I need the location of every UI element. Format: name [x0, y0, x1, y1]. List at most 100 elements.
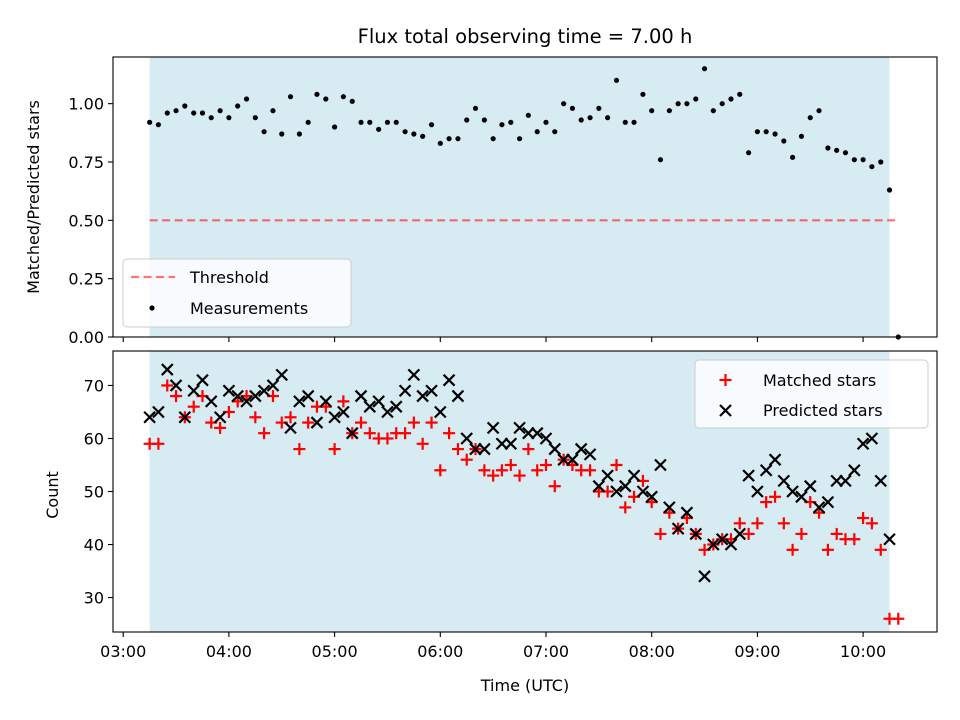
- matched-star-point: [733, 517, 746, 530]
- predicted-star-point: [249, 389, 262, 403]
- predicted-star-point: [266, 379, 280, 392]
- measurement-point: [719, 101, 725, 107]
- matched-star-point: [540, 458, 552, 471]
- measurement-point: [754, 129, 761, 135]
- predicted-star-point: [337, 405, 350, 419]
- measurement-point: [226, 115, 232, 121]
- matched-star-point: [531, 464, 544, 477]
- matched-star-point: [284, 411, 297, 424]
- matched-star-point: [504, 458, 517, 471]
- ratio-y-tick-label: 0.25: [68, 270, 104, 289]
- predicted-star-point: [240, 395, 253, 408]
- ratio-y-tick-label: 0.00: [68, 328, 104, 347]
- measurement-point: [446, 136, 452, 142]
- matched-star-point: [742, 527, 755, 540]
- measurement-point: [631, 119, 637, 125]
- predicted-star-point: [425, 384, 438, 398]
- predicted-stars-series: [143, 363, 896, 583]
- matched-star-point: [777, 517, 790, 530]
- measurement-point: [332, 124, 338, 130]
- predicted-star-point: [460, 432, 474, 445]
- ratio-x-ticks: [122, 337, 864, 342]
- predicted-star-point: [680, 506, 694, 519]
- measurement-point: [208, 115, 214, 121]
- measurement-point: [367, 119, 373, 125]
- ratio-axes-frame: [112, 56, 938, 338]
- measurement-point: [481, 117, 487, 123]
- measurement-point: [314, 91, 320, 97]
- x-axis-label: Time (UTC): [480, 676, 569, 695]
- measurement-point: [772, 131, 778, 137]
- matched-star-point: [381, 432, 394, 445]
- predicted-star-point: [627, 469, 641, 482]
- predicted-star-point: [733, 527, 747, 541]
- measurement-point: [437, 140, 443, 146]
- predicted-star-point: [583, 448, 597, 461]
- count-legend-box: [694, 359, 929, 429]
- matched-star-point: [187, 400, 200, 413]
- matched-star-point: [443, 427, 456, 440]
- measurement-point: [147, 119, 153, 125]
- predicted-star-point: [848, 464, 861, 477]
- predicted-star-point: [689, 527, 703, 541]
- predicted-star-point: [152, 405, 165, 419]
- measurement-point: [842, 150, 849, 156]
- predicted-star-point: [345, 426, 359, 440]
- predicted-star-point: [284, 421, 297, 435]
- x-tick-label: 07:00: [523, 642, 569, 661]
- measurement-point: [349, 98, 355, 104]
- predicted-star-point: [724, 538, 738, 551]
- ratio-y-axis-label: Matched/Predicted stars: [24, 100, 43, 294]
- measurements-series: [147, 66, 901, 340]
- measurement-point: [173, 108, 179, 114]
- predicted-star-point: [539, 432, 553, 445]
- measurement-point: [420, 133, 426, 139]
- measurement-point: [534, 129, 540, 135]
- legend-predicted-label: Predicted stars: [763, 401, 883, 420]
- matched-star-point: [751, 517, 764, 530]
- predicted-star-point: [768, 453, 782, 466]
- measurement-point: [411, 131, 417, 137]
- predicted-star-point: [143, 410, 156, 424]
- ratio-y-tick-label: 0.50: [68, 211, 104, 230]
- matched-star-point: [328, 443, 341, 456]
- measurement-point: [155, 122, 161, 128]
- count-y-tick-label: 70: [84, 376, 104, 395]
- count-y-tick-label: 60: [84, 429, 104, 448]
- predicted-star-point: [883, 532, 896, 546]
- predicted-star-point: [363, 400, 377, 413]
- predicted-star-point: [663, 501, 676, 514]
- x-tick-label: 06:00: [417, 642, 463, 661]
- measurement-point: [640, 91, 646, 97]
- ratio-y-tick-label: 1.00: [68, 95, 104, 114]
- measurement-point: [252, 115, 258, 121]
- measurement-point: [428, 122, 435, 128]
- matched-star-point: [874, 543, 887, 556]
- measurement-point: [217, 108, 223, 114]
- measurement-point: [860, 157, 866, 163]
- x-tick-label: 03:00: [100, 642, 146, 661]
- ratio-panel: 0.00 0.25 0.50 0.75 1.00 Flux total observin…: [24, 25, 938, 347]
- matched-star-point: [848, 533, 861, 546]
- x-tick-label: 04:00: [206, 642, 252, 661]
- predicted-star-point: [795, 490, 808, 504]
- predicted-star-point: [293, 395, 306, 408]
- count-legend: Matched stars Predicted stars: [694, 359, 929, 429]
- predicted-star-point: [874, 474, 888, 488]
- measurement-point: [270, 108, 276, 114]
- predicted-star-point: [530, 426, 544, 440]
- matched-star-point: [161, 379, 174, 392]
- matched-star-point: [302, 416, 315, 429]
- predicted-star-point: [319, 395, 333, 408]
- predicted-star-point: [486, 421, 500, 435]
- measurement-point: [182, 103, 188, 109]
- legend-measurements-swatch: [149, 305, 155, 311]
- measurement-point: [376, 126, 382, 132]
- predicted-star-point: [715, 532, 729, 546]
- predicted-star-point: [566, 453, 579, 466]
- count-y-tick-label: 40: [84, 536, 104, 555]
- predicted-star-point: [451, 389, 465, 403]
- predicted-star-point: [601, 469, 614, 482]
- predicted-star-point: [275, 368, 289, 382]
- matched-star-point: [584, 464, 597, 477]
